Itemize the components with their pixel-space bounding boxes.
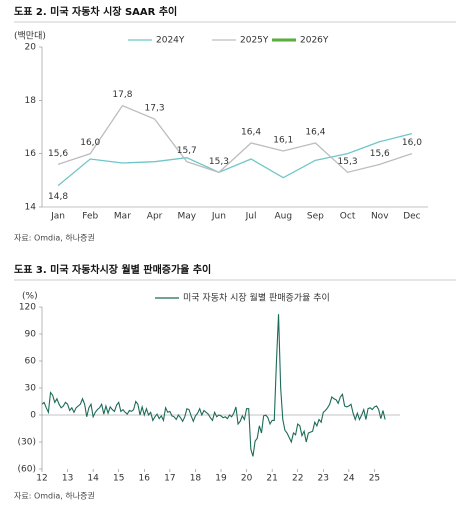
data-label: 17,3	[145, 104, 165, 114]
x-tick-label: Oct	[340, 212, 356, 222]
series-line	[41, 314, 386, 457]
y-axis-label: (백만대)	[14, 31, 46, 42]
series-line	[57, 104, 413, 174]
y-tick-label: 14	[25, 203, 37, 213]
data-label: 15,6	[370, 149, 390, 159]
legend-label: 2025Y	[240, 36, 269, 46]
x-tick-label: Mar	[114, 212, 131, 222]
legend-label: 미국 자동차 시장 월별 판매증가율 추이	[183, 292, 330, 304]
data-label: 14,8	[48, 192, 68, 202]
x-tick-label: 15	[113, 474, 124, 484]
series-line	[57, 133, 413, 187]
data-label: 15,3	[338, 157, 358, 167]
y-tick-label: 18	[25, 96, 37, 106]
data-label: 15,6	[48, 149, 68, 159]
x-tick-label: 14	[87, 474, 99, 484]
chart-title: 도표 2. 미국 자동차 시장 SAAR 추이	[14, 5, 177, 18]
source: 자료: Omdia, 하나증권	[14, 491, 95, 501]
y-tick-label: 120	[19, 303, 36, 313]
data-label: 16,4	[305, 128, 325, 138]
data-label: 16,4	[241, 128, 261, 138]
x-tick-label: 20	[241, 474, 253, 484]
y-tick-label: 30	[25, 384, 37, 394]
x-tick-label: Aug	[274, 212, 292, 222]
source: 자료: Omdia, 하나증권	[14, 233, 95, 243]
x-tick-label: Nov	[371, 212, 389, 222]
legend-label: 2024Y	[156, 36, 185, 46]
x-tick-label: Jan	[50, 212, 65, 222]
x-tick-label: Jun	[211, 212, 226, 222]
x-tick-label: 22	[292, 474, 303, 484]
legend-label: 2026Y	[300, 36, 329, 46]
x-tick-label: 18	[190, 474, 202, 484]
x-tick-label: Feb	[82, 212, 98, 222]
chart-title: 도표 3. 미국 자동차시장 월별 판매증가율 추이	[14, 263, 211, 276]
x-tick-label: May	[177, 212, 196, 222]
y-tick-label: 60	[25, 357, 37, 367]
x-tick-label: 23	[318, 474, 329, 484]
x-tick-label: 19	[215, 474, 227, 484]
y-axis-label: (%)	[22, 292, 38, 302]
x-tick-label: 21	[266, 474, 277, 484]
x-tick-label: 25	[369, 474, 380, 484]
x-tick-label: 16	[139, 474, 151, 484]
y-tick-label: 90	[25, 330, 37, 340]
y-tick-label: 16	[25, 149, 37, 159]
data-label: 15,3	[209, 157, 229, 167]
x-tick-label: Apr	[147, 212, 163, 222]
y-tick-label: 20	[25, 43, 37, 53]
data-label: 17,8	[112, 90, 132, 100]
x-tick-label: Jul	[245, 212, 257, 222]
x-tick-label: 17	[164, 474, 175, 484]
x-tick-label: Sep	[307, 212, 324, 222]
data-label: 16,0	[402, 138, 422, 148]
y-tick-label: (30)	[18, 438, 36, 448]
x-tick-label: 13	[62, 474, 73, 484]
x-tick-label: 24	[343, 474, 355, 484]
y-tick-label: 0	[30, 411, 36, 421]
data-label: 16,0	[80, 138, 100, 148]
data-label: 16,1	[273, 136, 293, 146]
data-label: 15,7	[177, 146, 197, 156]
y-tick-label: (60)	[18, 465, 36, 475]
x-tick-label: Dec	[403, 212, 420, 222]
x-tick-label: 12	[36, 474, 47, 484]
